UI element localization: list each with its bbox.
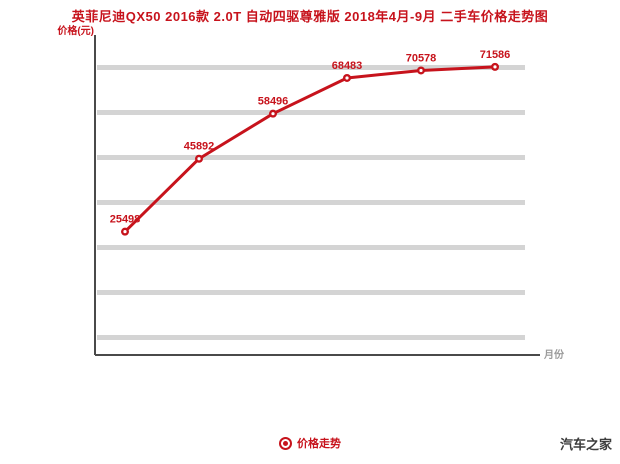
x-axis-label: 月份 (544, 350, 564, 361)
y-axis-label: 价格(元) (57, 26, 94, 37)
gridline (97, 65, 525, 70)
data-point-label: 70578 (406, 52, 437, 64)
gridline (97, 110, 525, 115)
data-point-label: 71586 (480, 49, 511, 61)
data-point-center (197, 157, 201, 161)
data-point-label: 45892 (184, 141, 215, 153)
chart-title: 英菲尼迪QX50 2016款 2.0T 自动四驱尊雅版 2018年4月-9月 二… (71, 9, 549, 24)
watermark-autohome: 汽车之家 (559, 437, 612, 452)
gridline (97, 335, 525, 340)
data-point-center (271, 112, 275, 116)
gridline (97, 155, 525, 160)
gridline (97, 290, 525, 295)
legend-label: 价格走势 (297, 438, 341, 450)
data-point-center (345, 76, 349, 80)
legend-marker-icon (279, 436, 292, 450)
data-point-label: 25498 (110, 214, 141, 226)
data-point-label: 68483 (332, 60, 363, 72)
data-point-center (493, 65, 497, 69)
legend: 价格走势 (0, 435, 620, 451)
price-line (123, 65, 497, 234)
data-point-label: 58496 (258, 96, 289, 108)
gridline (97, 245, 525, 250)
data-point-center (419, 68, 423, 73)
gridline (97, 200, 525, 205)
data-point-center (123, 230, 127, 234)
